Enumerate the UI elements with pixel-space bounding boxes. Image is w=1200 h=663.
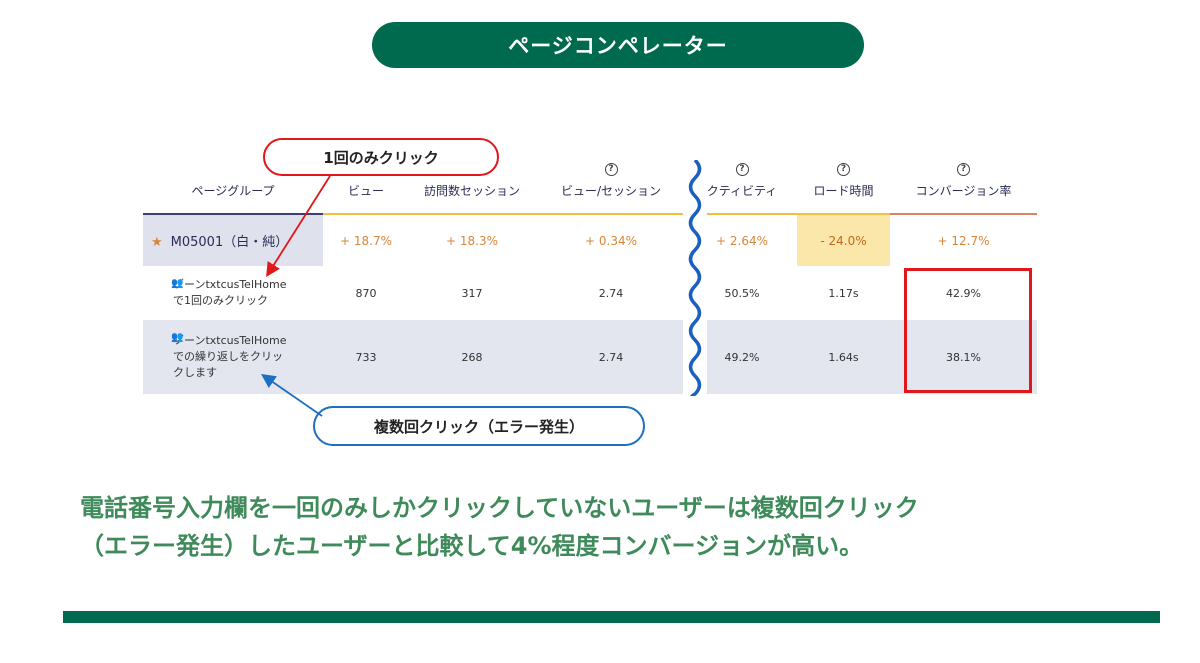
- table-break-wave: [683, 160, 707, 396]
- comparison-table: ページグループ ビュー 訪問数セッション ? ビュー/セッション ? クティビティ …: [143, 162, 1037, 394]
- table-cell: 2.74: [535, 320, 687, 394]
- column-header[interactable]: ? コンバージョン率: [890, 162, 1037, 215]
- row-name-cell: 👥 ゾーンtxtcusTelHome で1回のみクリック: [143, 266, 323, 320]
- table-cell: 42.9%: [890, 266, 1037, 320]
- table-cell: 2.74: [535, 266, 687, 320]
- table-cell: + 12.7%: [890, 214, 1037, 266]
- table-cell: 733: [323, 320, 409, 394]
- table-row[interactable]: 👥 ゾーンtxtcusTelHome で1回のみクリック 870 317 2.7…: [143, 266, 1037, 320]
- summary-row[interactable]: ★ M05001（白・純） + 18.7% + 18.3% + 0.34% + 2…: [143, 214, 1037, 266]
- conclusion-text: 電話番号入力欄を一回のみしかクリックしていないユーザーは複数回クリック （エラー…: [80, 489, 1160, 565]
- star-icon: ★: [151, 235, 163, 250]
- column-header[interactable]: ? ロード時間: [797, 162, 890, 215]
- column-header[interactable]: ? ビュー/セッション: [535, 162, 687, 215]
- table-cell: 1.64s: [797, 320, 890, 394]
- table-cell: + 18.7%: [323, 214, 409, 266]
- page-title: ページコンペレーター: [372, 22, 864, 68]
- callout-multiple-click: 複数回クリック（エラー発生）: [313, 406, 645, 446]
- column-header-label: ビュー/セッション: [560, 184, 662, 198]
- summary-name-cell: ★ M05001（白・純）: [143, 214, 323, 266]
- row-name-line: ゾーンtxtcusTelHome: [173, 278, 287, 291]
- table-cell: 317: [409, 266, 535, 320]
- table-cell: + 0.34%: [535, 214, 687, 266]
- comparison-table-wrapper: ページグループ ビュー 訪問数セッション ? ビュー/セッション ? クティビティ …: [143, 162, 1037, 394]
- people-icon: 👥: [171, 278, 184, 289]
- row-name-line: での繰り返しをクリッ: [173, 350, 283, 363]
- table-cell-highlighted: - 24.0%: [797, 214, 890, 266]
- table-row[interactable]: 👥 ゾーンtxtcusTelHome での繰り返しをクリッ クします 733 2…: [143, 320, 1037, 394]
- row-name-line: クします: [173, 366, 217, 379]
- help-icon[interactable]: ?: [604, 163, 618, 176]
- row-name-line: で1回のみクリック: [173, 294, 268, 307]
- table-cell: + 18.3%: [409, 214, 535, 266]
- conversion-highlight-box: [904, 268, 1032, 393]
- table-cell: 870: [323, 266, 409, 320]
- summary-name: M05001（白・純）: [170, 235, 289, 250]
- people-icon: 👥: [171, 332, 184, 343]
- help-icon[interactable]: ?: [957, 163, 970, 176]
- column-header[interactable]: 訪問数セッション: [409, 162, 535, 215]
- callout-single-click: 1回のみクリック: [263, 138, 499, 176]
- table-cell: 1.17s: [797, 266, 890, 320]
- help-icon[interactable]: ?: [735, 163, 749, 176]
- column-header-label: コンバージョン率: [915, 184, 1012, 198]
- conclusion-line: （エラー発生）したユーザーと比較して4%程度コンバージョンが高い。: [80, 532, 864, 560]
- row-name-line: ゾーンtxtcusTelHome: [173, 334, 287, 347]
- table-cell: 268: [409, 320, 535, 394]
- table-cell: 38.1%: [890, 320, 1037, 394]
- column-header-label: ロード時間: [813, 184, 874, 198]
- conclusion-line: 電話番号入力欄を一回のみしかクリックしていないユーザーは複数回クリック: [80, 494, 919, 522]
- column-header-label: クティビティ: [706, 184, 778, 198]
- row-name-cell: 👥 ゾーンtxtcusTelHome での繰り返しをクリッ クします: [143, 320, 323, 394]
- help-icon[interactable]: ?: [837, 163, 850, 176]
- footer-bar: [63, 611, 1160, 623]
